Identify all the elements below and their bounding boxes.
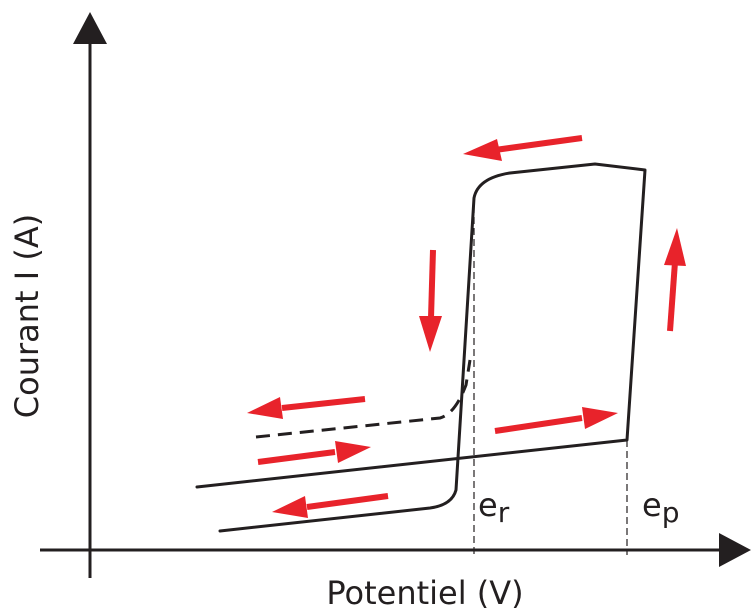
arrow-top-left bbox=[463, 135, 583, 161]
ep-label-base: e bbox=[642, 486, 662, 524]
x-axis bbox=[40, 533, 751, 567]
ep-label: ep bbox=[642, 486, 679, 529]
arrow-bottom-left bbox=[272, 493, 389, 518]
er-label: er bbox=[478, 486, 510, 529]
arrow-dashed-left bbox=[247, 396, 366, 419]
x-axis-arrowhead bbox=[719, 533, 751, 567]
arrow-lower-right bbox=[494, 407, 618, 434]
er-label-base: e bbox=[478, 486, 498, 524]
x-axis-label: Potentiel (V) bbox=[326, 574, 523, 612]
y-axis-arrowhead bbox=[73, 12, 107, 44]
dashed-curve bbox=[255, 359, 472, 439]
er-label-sub: r bbox=[498, 496, 510, 529]
ep-label-sub: p bbox=[662, 496, 680, 529]
arrow-mid-right bbox=[257, 441, 371, 465]
y-axis-label: Courant I (A) bbox=[8, 214, 46, 418]
arrow-right-up bbox=[664, 228, 686, 332]
arrow-middle-down bbox=[419, 249, 442, 352]
y-axis bbox=[73, 12, 107, 578]
main-loop-curve bbox=[195, 162, 647, 533]
